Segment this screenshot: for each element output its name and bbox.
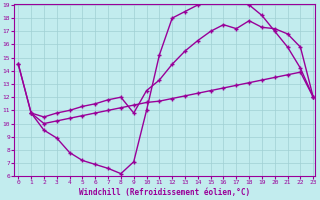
X-axis label: Windchill (Refroidissement éolien,°C): Windchill (Refroidissement éolien,°C) <box>79 188 250 197</box>
